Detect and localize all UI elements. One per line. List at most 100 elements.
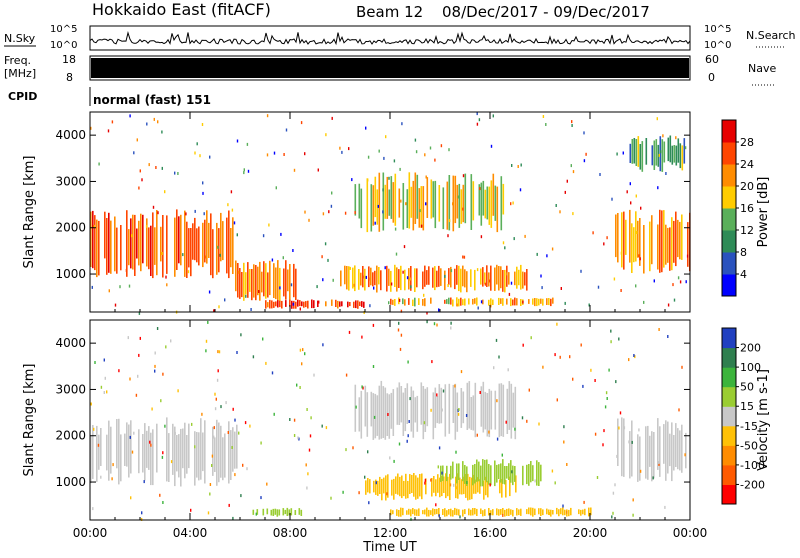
range-time-cell: [214, 437, 216, 472]
scatter-cell: [299, 386, 301, 389]
range-time-cell: [243, 262, 245, 301]
scatter-cell: [387, 413, 389, 416]
scatter-cell: [424, 153, 426, 157]
range-time-cell: [637, 434, 639, 482]
range-time-cell: [392, 510, 394, 515]
scatter-cell: [307, 472, 309, 476]
range-time-cell: [372, 393, 375, 440]
range-time-cell: [166, 417, 168, 482]
range-time-cell: [126, 210, 128, 277]
range-time-cell: [500, 463, 502, 483]
scatter-cell: [658, 461, 660, 464]
scatter-cell: [361, 385, 363, 389]
range-time-cell: [498, 509, 500, 516]
range-time-cell: [378, 172, 381, 232]
range-time-cell: [364, 268, 366, 291]
scatter-cell: [196, 142, 198, 146]
scatter-cell: [177, 389, 179, 393]
range-time-cell: [526, 269, 528, 291]
range-time-cell: [408, 172, 411, 229]
range-time-cell: [416, 268, 418, 288]
scatter-cell: [554, 353, 556, 357]
range-time-cell: [275, 267, 277, 300]
range-time-cell: [472, 464, 474, 486]
scatter-cell: [325, 426, 328, 430]
range-time-cell: [526, 464, 528, 485]
range-time-cell: [398, 269, 400, 288]
range-time-cell: [450, 465, 452, 480]
scatter-cell: [388, 176, 390, 180]
scatter-cell: [640, 206, 642, 210]
scatter-cell: [519, 188, 522, 192]
range-time-cell: [466, 271, 468, 293]
range-time-cell: [398, 188, 401, 218]
range-time-cell: [655, 139, 658, 166]
range-time-cell: [377, 480, 379, 496]
y-tick-label: 3000: [55, 382, 86, 396]
range-time-cell: [450, 266, 452, 288]
scatter-cell: [631, 440, 633, 444]
range-time-cell: [168, 433, 170, 482]
scatter-cell: [290, 283, 293, 287]
scatter-cell: [456, 486, 458, 490]
scatter-cell: [293, 434, 296, 437]
scatter-cell: [213, 435, 215, 439]
range-time-cell: [96, 425, 98, 482]
range-time-cell: [384, 387, 387, 440]
scatter-cell: [128, 284, 131, 288]
range-time-cell: [388, 268, 390, 286]
range-time-cell: [104, 211, 106, 259]
range-time-cell: [285, 300, 287, 307]
power-colorbar: 4 8 12 16 20 24 28: [721, 119, 754, 297]
range-time-cell: [388, 394, 391, 439]
scatter-cell: [489, 483, 491, 487]
range-time-cell: [550, 509, 552, 517]
range-time-cell: [490, 390, 493, 430]
range-time-cell: [176, 209, 178, 270]
scatter-cell: [361, 335, 363, 339]
range-time-cell: [653, 140, 656, 170]
scatter-cell: [679, 280, 682, 284]
scatter-cell: [453, 483, 455, 487]
scatter-cell: [438, 514, 440, 518]
scatter-cell: [545, 123, 547, 126]
range-time-cell: [548, 298, 550, 306]
scatter-cell: [458, 408, 460, 411]
range-time-cell: [150, 225, 152, 276]
range-time-cell: [448, 268, 450, 285]
range-time-cell: [384, 184, 387, 219]
range-time-cell: [370, 267, 372, 286]
range-time-cell: [447, 476, 449, 497]
scatter-cell: [409, 277, 411, 281]
range-time-cell: [683, 138, 686, 164]
range-time-cell: [186, 221, 188, 278]
range-time-cell: [542, 509, 544, 516]
range-time-cell: [502, 384, 505, 437]
scatter-cell: [201, 412, 203, 416]
range-time-cell: [381, 478, 383, 501]
scatter-cell: [93, 427, 95, 431]
range-time-cell: [434, 509, 436, 515]
scatter-cell: [139, 336, 141, 340]
scatter-cell: [220, 405, 222, 409]
range-time-cell: [629, 143, 632, 163]
range-time-cell: [681, 145, 684, 171]
range-time-cell: [471, 477, 473, 500]
scatter-cell: [217, 350, 219, 354]
scatter-cell: [133, 151, 135, 155]
range-time-cell: [492, 509, 494, 516]
colorbar-tick-label: 20: [740, 180, 754, 193]
range-time-cell: [400, 265, 402, 291]
scatter-cell: [398, 442, 401, 446]
velocity-y-ticks: 1000 2000 3000 4000: [55, 336, 690, 489]
range-time-cell: [562, 507, 564, 516]
scatter-cell: [556, 322, 558, 326]
range-time-cell: [631, 139, 634, 164]
scatter-cell: [236, 139, 239, 143]
range-time-cell: [150, 432, 152, 486]
scatter-cell: [306, 486, 308, 490]
range-time-cell: [259, 261, 261, 301]
range-time-cell: [526, 509, 528, 515]
range-time-cell: [490, 265, 492, 291]
scatter-cell: [153, 117, 155, 121]
